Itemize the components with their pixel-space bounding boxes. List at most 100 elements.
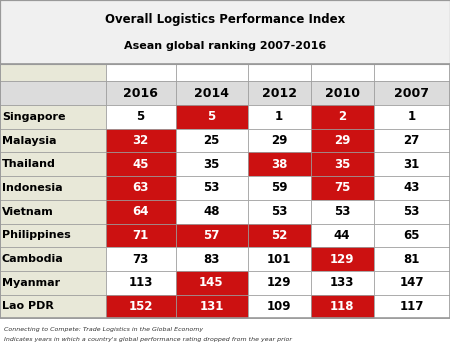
Text: 129: 129	[330, 253, 354, 266]
Text: 53: 53	[203, 182, 220, 194]
Bar	[248, 200, 310, 224]
Text: 25: 25	[203, 134, 220, 147]
Bar	[248, 295, 310, 318]
Text: 145: 145	[199, 276, 224, 289]
Bar	[106, 176, 176, 200]
Bar	[248, 224, 310, 247]
Text: 52: 52	[271, 229, 287, 242]
Text: 38: 38	[271, 158, 287, 171]
Text: 53: 53	[404, 205, 420, 218]
Bar	[248, 271, 310, 295]
Bar	[106, 81, 176, 105]
Bar	[0, 271, 106, 295]
Bar	[106, 153, 176, 176]
Text: 75: 75	[334, 182, 350, 194]
Bar	[176, 295, 248, 318]
Bar	[374, 247, 450, 271]
Text: 63: 63	[132, 182, 149, 194]
Bar	[176, 64, 248, 81]
Text: 29: 29	[334, 134, 350, 147]
Text: 65: 65	[404, 229, 420, 242]
Text: 27: 27	[404, 134, 420, 147]
Bar	[310, 200, 374, 224]
Bar	[0, 247, 106, 271]
Text: Asean global ranking 2007-2016: Asean global ranking 2007-2016	[124, 41, 326, 51]
Bar	[310, 295, 374, 318]
Bar	[106, 64, 176, 81]
Bar	[248, 153, 310, 176]
Bar	[0, 153, 106, 176]
Text: 35: 35	[203, 158, 220, 171]
Bar	[176, 105, 248, 129]
Bar	[374, 64, 450, 81]
Text: 109: 109	[267, 300, 291, 313]
Text: 32: 32	[132, 134, 149, 147]
Bar	[374, 129, 450, 153]
Text: 45: 45	[132, 158, 149, 171]
Text: 2010: 2010	[324, 86, 360, 100]
Text: 117: 117	[400, 300, 424, 313]
Text: 35: 35	[334, 158, 350, 171]
Text: Myanmar: Myanmar	[2, 278, 60, 288]
Text: 5: 5	[136, 110, 145, 124]
Bar	[106, 200, 176, 224]
Text: 133: 133	[330, 276, 354, 289]
Text: 118: 118	[330, 300, 354, 313]
Text: Connecting to Compete: Trade Logistics in the Global Economy: Connecting to Compete: Trade Logistics i…	[4, 327, 203, 332]
Text: 2007: 2007	[394, 86, 429, 100]
Text: 2014: 2014	[194, 86, 229, 100]
Bar	[310, 105, 374, 129]
Text: 53: 53	[271, 205, 287, 218]
Text: 101: 101	[267, 253, 291, 266]
Bar	[374, 105, 450, 129]
Bar	[374, 81, 450, 105]
Text: 29: 29	[271, 134, 287, 147]
Bar	[374, 224, 450, 247]
Text: Philippines: Philippines	[2, 230, 71, 240]
Text: 31: 31	[404, 158, 420, 171]
Bar	[106, 129, 176, 153]
Bar	[0, 64, 106, 81]
Bar	[310, 224, 374, 247]
Bar	[0, 200, 106, 224]
Text: Indonesia: Indonesia	[2, 183, 63, 193]
Bar	[176, 129, 248, 153]
Text: Lao PDR: Lao PDR	[2, 301, 54, 311]
Text: Indicates years in which a country's global performance rating dropped from the : Indicates years in which a country's glo…	[4, 337, 292, 342]
Bar	[248, 247, 310, 271]
Text: 57: 57	[203, 229, 220, 242]
Text: Thailand: Thailand	[2, 159, 56, 169]
Text: 1: 1	[275, 110, 283, 124]
Text: 73: 73	[132, 253, 149, 266]
Bar	[374, 153, 450, 176]
Text: 113: 113	[128, 276, 153, 289]
Bar	[176, 247, 248, 271]
Text: Cambodia: Cambodia	[2, 254, 63, 264]
Bar	[0, 295, 106, 318]
Bar	[374, 271, 450, 295]
Bar	[374, 295, 450, 318]
Bar	[310, 247, 374, 271]
Text: 152: 152	[128, 300, 153, 313]
Bar	[310, 176, 374, 200]
Bar	[310, 81, 374, 105]
Text: Malaysia: Malaysia	[2, 136, 56, 146]
Text: 83: 83	[203, 253, 220, 266]
Bar	[0, 105, 106, 129]
Text: 64: 64	[132, 205, 149, 218]
Bar	[0, 64, 450, 318]
Bar	[310, 64, 374, 81]
Bar	[248, 105, 310, 129]
Text: 131: 131	[199, 300, 224, 313]
Text: 44: 44	[334, 229, 350, 242]
Text: 48: 48	[203, 205, 220, 218]
Bar	[106, 224, 176, 247]
Bar	[310, 129, 374, 153]
Bar	[310, 271, 374, 295]
Text: 129: 129	[267, 276, 291, 289]
Bar	[0, 224, 106, 247]
Bar	[106, 105, 176, 129]
Text: Singapore: Singapore	[2, 112, 65, 122]
Bar	[310, 153, 374, 176]
Bar	[374, 200, 450, 224]
